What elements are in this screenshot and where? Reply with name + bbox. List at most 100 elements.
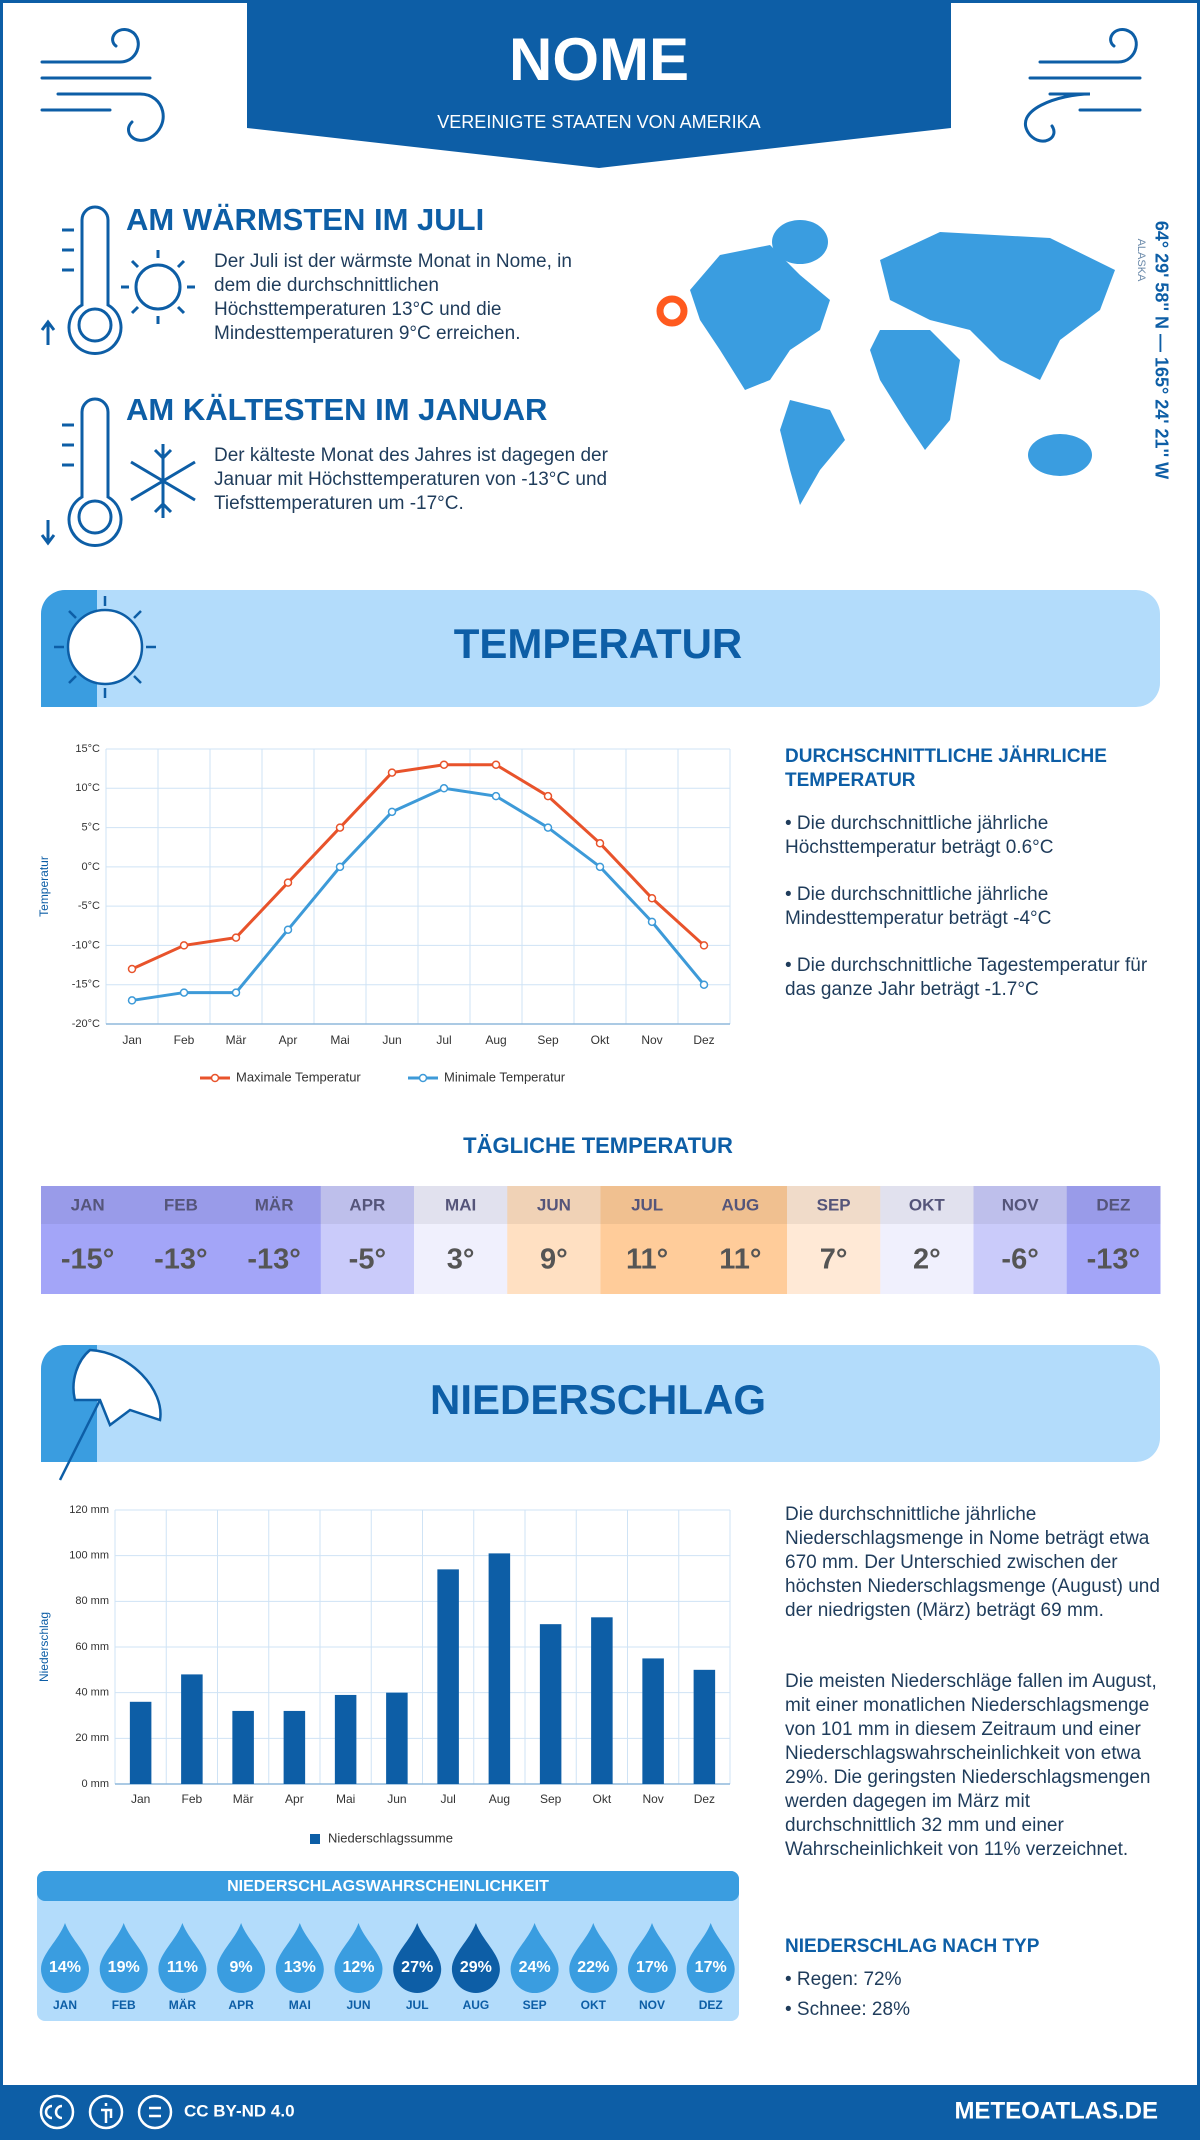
drop-month: AUG [463, 1998, 490, 2012]
site-name[interactable]: METEOATLAS.DE [954, 2097, 1158, 2124]
data-point [335, 823, 345, 832]
drop [158, 1923, 207, 1994]
day-header [41, 1186, 135, 1224]
drop-month: SEP [523, 1998, 547, 2012]
day-header [973, 1186, 1068, 1224]
license-icons [39, 2094, 173, 2130]
data-point [647, 894, 657, 903]
x-tick-label: Nov [641, 1033, 662, 1047]
region: ALASKA [1135, 239, 1147, 282]
legend-swatch [210, 1073, 220, 1083]
probability-title: NIEDERSCHLAGSWAHRSCHEINLICHKEIT [227, 1878, 549, 1895]
legend-swatch [310, 1834, 320, 1844]
precip-type-item: • Regen: 72% [785, 1969, 902, 1990]
data-point [595, 862, 605, 872]
x-tick-label: Dez [693, 1033, 714, 1047]
temperature-banner [41, 590, 1160, 707]
drop [393, 1923, 442, 1994]
x-tick-label: Aug [489, 1792, 510, 1806]
drop [451, 1923, 500, 1994]
y-tick-label: 40 mm [75, 1687, 109, 1699]
precip-type-title: NIEDERSCHLAG NACH TYP [785, 1936, 1040, 1957]
day-month: NOV [1002, 1195, 1040, 1214]
x-tick-label: Jun [382, 1033, 401, 1047]
day-header [134, 1186, 228, 1224]
day-cell [41, 1186, 135, 1294]
data-point [231, 988, 241, 997]
drop-value: 11% [167, 1959, 198, 1976]
day-cell [1066, 1186, 1161, 1294]
day-value: 11° [626, 1244, 668, 1276]
y-tick-label: 20 mm [75, 1732, 109, 1744]
annual-title: DURCHSCHNITTLICHE JÄHRLICHE TEMPERATUR [785, 746, 1107, 791]
warmest-text: Der Juli ist der wärmste Monat in Nome, … [214, 251, 572, 344]
day-header [1066, 1186, 1161, 1224]
footer-band [0, 2085, 1200, 2140]
y-tick-label: 5°C [82, 821, 101, 833]
bar [591, 1617, 613, 1784]
x-tick-label: Dez [694, 1792, 715, 1806]
x-tick-label: Jun [387, 1792, 406, 1806]
x-tick-label: Mai [330, 1033, 349, 1047]
x-tick-label: Okt [591, 1033, 610, 1047]
data-point [595, 839, 605, 848]
day-cell [600, 1186, 695, 1294]
data-point [127, 996, 137, 1005]
day-month: DEZ [1096, 1195, 1130, 1214]
day-value: -6° [1001, 1244, 1038, 1276]
drop-month: MAI [289, 1998, 311, 2012]
bar [181, 1674, 203, 1784]
drop-month: JUL [406, 1998, 429, 2012]
day-cell [414, 1186, 508, 1294]
data-point [491, 791, 501, 801]
section-title: TEMPERATUR [454, 620, 743, 667]
day-month: MAI [445, 1195, 476, 1214]
x-tick-label: Jan [131, 1792, 150, 1806]
data-point [335, 862, 345, 872]
y-tick-label: 120 mm [69, 1504, 109, 1516]
legend-label: Niederschlagssumme [328, 1830, 453, 1845]
bar [488, 1553, 511, 1784]
day-cell [693, 1186, 788, 1294]
license: CC BY-ND 4.0 [184, 2101, 295, 2120]
coordinates: 64° 29' 58'' N — 165° 24' 21'' W [1151, 221, 1171, 479]
drop-value: 12% [342, 1959, 374, 1976]
world-map [690, 220, 1115, 505]
data-point [387, 768, 397, 777]
x-tick-label: Jan [122, 1033, 141, 1047]
x-tick-label: Nov [642, 1792, 663, 1806]
drop [334, 1923, 383, 1994]
daily-title: TÄGLICHE TEMPERATUR [463, 1133, 733, 1158]
precip-paragraph: Die meisten Niederschläge fallen im Augu… [785, 1671, 1157, 1860]
data-point [439, 784, 449, 793]
legend-label: Minimale Temperatur [444, 1069, 566, 1084]
drop-month: JAN [53, 1998, 77, 2012]
data-point [439, 760, 449, 769]
drop-value: 13% [284, 1959, 316, 1976]
drop-month: MÄR [169, 1997, 197, 2012]
data-point [179, 941, 189, 950]
drop-value: 17% [636, 1959, 668, 1976]
day-header [227, 1186, 322, 1224]
data-point [283, 925, 293, 934]
coldest-title: AM KÄLTESTEN IM JANUAR [126, 392, 548, 427]
drop [99, 1923, 148, 1994]
x-tick-label: Mai [336, 1792, 355, 1806]
day-header [880, 1186, 974, 1224]
x-tick-label: Apr [279, 1033, 298, 1047]
day-month: SEP [817, 1195, 851, 1214]
drop [41, 1923, 89, 1993]
thermometer-warm [40, 205, 195, 355]
day-cell [134, 1186, 228, 1294]
y-tick-label: -15°C [72, 979, 100, 991]
day-month: APR [349, 1195, 385, 1214]
day-month: MÄR [255, 1195, 294, 1214]
annual-item: • Die durchschnittliche jährliche Mindes… [785, 884, 1052, 929]
data-point [543, 791, 553, 801]
day-value: 11° [719, 1244, 761, 1276]
y-axis-label: Niederschlag [37, 1612, 51, 1682]
day-cell [880, 1186, 974, 1294]
x-tick-label: Mär [233, 1792, 254, 1806]
data-point [699, 980, 709, 989]
